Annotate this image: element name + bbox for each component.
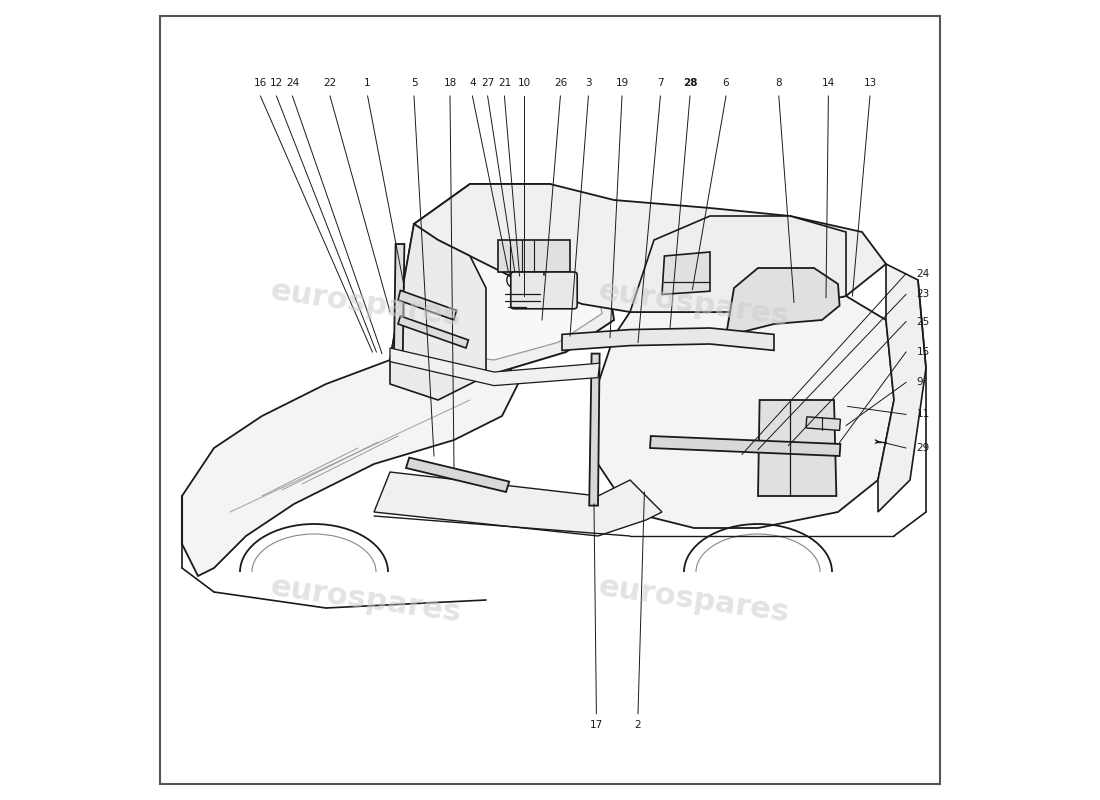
Polygon shape (758, 400, 836, 496)
Text: 17: 17 (590, 720, 603, 730)
Text: 26: 26 (553, 78, 566, 88)
Polygon shape (406, 458, 509, 492)
Polygon shape (878, 264, 926, 512)
Text: 2: 2 (635, 720, 641, 730)
Text: 14: 14 (822, 78, 835, 88)
Polygon shape (562, 328, 774, 350)
Text: 28: 28 (683, 78, 697, 88)
Polygon shape (498, 240, 570, 272)
Text: 24: 24 (286, 78, 299, 88)
Text: 16: 16 (254, 78, 267, 88)
Text: 11: 11 (916, 410, 930, 419)
Text: 4: 4 (469, 78, 475, 88)
Polygon shape (374, 472, 662, 536)
Polygon shape (590, 354, 600, 506)
Text: eurospares: eurospares (268, 572, 463, 628)
Text: 1: 1 (364, 78, 371, 88)
Text: eurospares: eurospares (268, 276, 463, 332)
Text: 9: 9 (916, 378, 923, 387)
Polygon shape (806, 417, 840, 430)
Polygon shape (414, 184, 886, 312)
Text: 15: 15 (916, 347, 930, 357)
Text: 27: 27 (481, 78, 494, 88)
Text: 22: 22 (323, 78, 337, 88)
FancyBboxPatch shape (510, 272, 578, 309)
Text: 3: 3 (585, 78, 592, 88)
Text: 7: 7 (657, 78, 663, 88)
Text: 12: 12 (270, 78, 283, 88)
Polygon shape (598, 296, 894, 528)
Text: 24: 24 (916, 269, 930, 278)
Text: 6: 6 (723, 78, 729, 88)
Polygon shape (398, 290, 456, 320)
Polygon shape (650, 436, 840, 456)
Polygon shape (726, 268, 839, 336)
Polygon shape (398, 316, 469, 348)
Text: 13: 13 (864, 78, 877, 88)
Text: 21: 21 (498, 78, 512, 88)
Polygon shape (390, 184, 614, 376)
Polygon shape (390, 348, 600, 386)
Text: 23: 23 (916, 290, 930, 299)
Text: eurospares: eurospares (596, 572, 791, 628)
Text: 29: 29 (916, 443, 930, 453)
Polygon shape (394, 244, 405, 354)
Text: 8: 8 (776, 78, 782, 88)
Text: 25: 25 (916, 317, 930, 326)
Polygon shape (402, 204, 602, 360)
Text: 18: 18 (443, 78, 456, 88)
Text: 10: 10 (518, 78, 531, 88)
Polygon shape (630, 216, 846, 312)
Text: eurospares: eurospares (596, 276, 791, 332)
Polygon shape (182, 344, 518, 576)
Text: 5: 5 (410, 78, 417, 88)
Polygon shape (390, 224, 486, 400)
Polygon shape (662, 252, 710, 294)
Text: 19: 19 (615, 78, 628, 88)
